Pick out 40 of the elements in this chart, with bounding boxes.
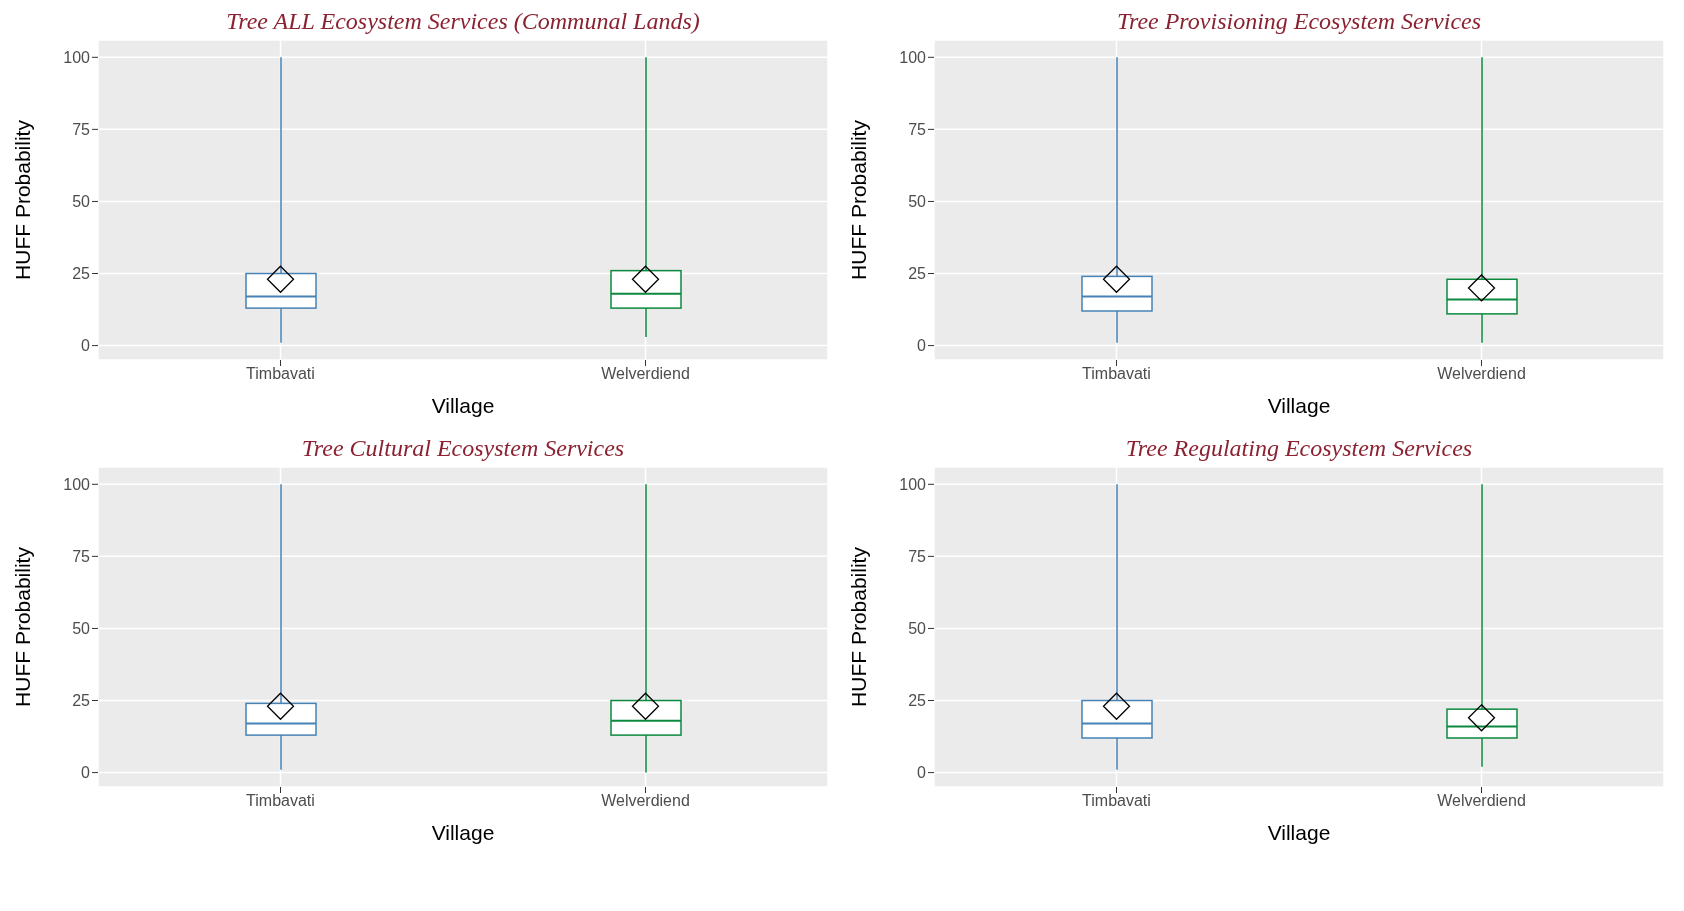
- y-tick-label: 100: [899, 475, 927, 493]
- y-axis-title: HUFF Probability: [11, 119, 35, 280]
- x-axis-title: Village: [431, 394, 495, 417]
- y-tick-label: 75: [72, 121, 91, 139]
- y-tick-label: 0: [81, 764, 91, 782]
- y-tick-label: 50: [908, 193, 927, 211]
- y-tick-label: 25: [908, 692, 927, 710]
- chart-title: Tree Provisioning Ecosystem Services: [1115, 8, 1483, 35]
- y-tick-label: 0: [917, 337, 927, 355]
- y-tick-label: 25: [72, 692, 91, 710]
- y-tick-label: 75: [908, 548, 927, 566]
- x-axis-title: Village: [1267, 394, 1331, 417]
- chart-title: Tree ALL Ecosystem Services (Communal Lands): [225, 8, 701, 35]
- x-tick-label: Timbavati: [246, 792, 315, 810]
- y-axis-title: HUFF Probability: [11, 546, 35, 707]
- x-tick-label: Welverdiend: [601, 792, 690, 810]
- y-tick-label: 100: [899, 48, 927, 66]
- x-tick-label: Welverdiend: [1437, 792, 1526, 810]
- y-tick-label: 0: [917, 764, 927, 782]
- y-axis-title: HUFF Probability: [847, 119, 871, 280]
- x-axis-title: Village: [431, 821, 495, 844]
- x-tick-label: Timbavati: [1082, 792, 1151, 810]
- y-tick-label: 100: [63, 48, 91, 66]
- y-tick-label: 0: [81, 337, 91, 355]
- chart-title: Tree Cultural Ecosystem Services: [300, 435, 626, 462]
- y-tick-label: 75: [72, 548, 91, 566]
- x-tick-label: Welverdiend: [601, 365, 690, 383]
- y-tick-label: 25: [72, 265, 91, 283]
- y-tick-label: 25: [908, 265, 927, 283]
- y-tick-label: 50: [908, 620, 927, 638]
- x-axis-title: Village: [1267, 821, 1331, 844]
- y-tick-label: 75: [908, 121, 927, 139]
- y-tick-label: 50: [72, 193, 91, 211]
- x-tick-label: Timbavati: [1082, 365, 1151, 383]
- x-tick-label: Welverdiend: [1437, 365, 1526, 383]
- y-axis-title: HUFF Probability: [847, 546, 871, 707]
- y-tick-label: 100: [63, 475, 91, 493]
- x-tick-label: Timbavati: [246, 365, 315, 383]
- y-tick-label: 50: [72, 620, 91, 638]
- chart-title: Tree Regulating Ecosystem Services: [1124, 435, 1474, 462]
